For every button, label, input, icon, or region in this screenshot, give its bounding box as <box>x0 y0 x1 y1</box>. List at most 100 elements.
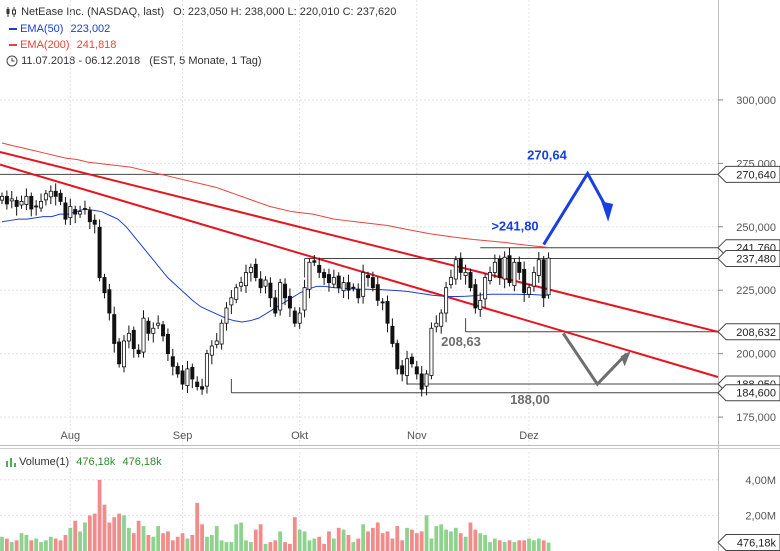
x-tick-label: Dez <box>519 430 539 442</box>
volume-bar <box>161 533 165 551</box>
volume-bar <box>87 515 92 551</box>
volume-bar <box>170 540 175 551</box>
volume-bar <box>429 538 434 551</box>
volume-value-1: 476,18k <box>76 456 116 468</box>
candle-body <box>214 340 219 345</box>
volume-bar <box>205 536 209 551</box>
volume-bar <box>112 517 117 551</box>
title-row: NetEase Inc. (NASDAQ, last) O: 223,050 H… <box>5 5 396 19</box>
candle-body <box>541 259 546 299</box>
candle-body <box>351 286 356 289</box>
volume-bar <box>83 522 87 551</box>
volume-bar <box>14 540 19 551</box>
candle-body <box>307 261 312 290</box>
candle-body <box>527 287 532 295</box>
candle-body <box>341 282 346 292</box>
volume-bar <box>434 526 439 551</box>
volume-last-tag-label: 476,18k <box>737 538 777 550</box>
volume-bar <box>375 522 380 551</box>
candle-body <box>517 261 522 273</box>
volume-tick-label: 2,00M <box>745 510 776 522</box>
candle-body <box>141 317 146 353</box>
candle-body <box>483 277 488 300</box>
candle-body <box>219 322 224 345</box>
candle-body <box>200 386 205 390</box>
candle-body <box>180 370 185 385</box>
candle-body <box>424 373 429 387</box>
ema200-value: 241,818 <box>76 39 117 51</box>
volume-bar <box>253 529 258 551</box>
annotation-label: >241,80 <box>491 218 538 233</box>
gray-arrowhead <box>620 351 631 367</box>
candle-body <box>126 332 131 342</box>
candle-body <box>312 260 317 263</box>
volume-bar <box>453 527 458 551</box>
volume-bar <box>68 527 73 551</box>
candle-body <box>380 301 385 304</box>
volume-bar <box>468 522 473 551</box>
candle-body <box>170 356 175 367</box>
candle-body <box>512 261 517 287</box>
candle-body <box>317 264 322 273</box>
volume-bar <box>24 534 29 551</box>
candle-body <box>39 201 44 209</box>
candle-body <box>73 209 78 215</box>
candle-body <box>419 373 424 390</box>
candle-body <box>209 345 214 356</box>
candle-body <box>185 368 190 387</box>
volume-bar <box>492 538 497 551</box>
axes: 300,000275,000250,000225,000200,000175,0… <box>61 95 776 442</box>
candle-body <box>175 365 180 375</box>
candle-body <box>4 195 9 205</box>
candle-body <box>453 259 458 280</box>
volume-bar <box>527 538 531 551</box>
volume-bar <box>502 542 507 551</box>
volume-bar <box>297 529 302 551</box>
annotation-label: 208,63 <box>441 334 481 349</box>
candle-body <box>229 297 234 306</box>
candle-body <box>151 327 156 334</box>
candle-body <box>405 358 410 376</box>
candle-body <box>24 195 29 205</box>
volume-bar <box>53 538 58 551</box>
candle-body <box>487 272 492 281</box>
candle-body <box>497 258 502 278</box>
volume-bar <box>385 531 390 551</box>
volume-bar <box>175 536 180 551</box>
volume-bar <box>234 524 239 551</box>
volume-bar <box>258 524 263 551</box>
annotations: 270,64 >241,80 208,63 188,00 <box>441 148 568 407</box>
candle-body <box>458 257 463 273</box>
volume-value-2: 476,18k <box>122 456 162 468</box>
price-tags: 270,640241,760237,480208,632188,050184,6… <box>717 165 780 402</box>
volume-bar <box>488 542 492 551</box>
volume-bar <box>439 524 444 551</box>
volume-bar <box>307 540 312 551</box>
volume-bar <box>532 540 536 551</box>
volume-bar <box>78 531 82 551</box>
price-tag-label: 208,632 <box>736 327 776 339</box>
candle-body <box>429 327 434 376</box>
volume-bar <box>444 529 448 551</box>
volume-bar <box>292 517 297 551</box>
volume-bar <box>39 542 43 551</box>
volume-bar <box>131 533 136 551</box>
x-tick-label: Okt <box>291 430 308 442</box>
candle-body <box>468 272 473 289</box>
volume-bar <box>73 520 78 551</box>
candle-body <box>161 324 166 337</box>
y-tick-label: 200,000 <box>736 349 776 361</box>
x-tick-label: Aug <box>61 430 81 442</box>
price-tag-box <box>717 323 780 341</box>
volume-bar <box>126 527 131 551</box>
candle-body <box>336 275 341 289</box>
candle-body <box>190 366 195 380</box>
candle-body <box>53 190 58 197</box>
candle-body <box>322 272 327 278</box>
volume-bar <box>380 533 385 551</box>
candle-body <box>82 208 87 210</box>
volume-tick-label: 4,00M <box>745 475 776 487</box>
volume-bar <box>458 533 463 551</box>
y-tick-label: 225,000 <box>736 285 776 297</box>
